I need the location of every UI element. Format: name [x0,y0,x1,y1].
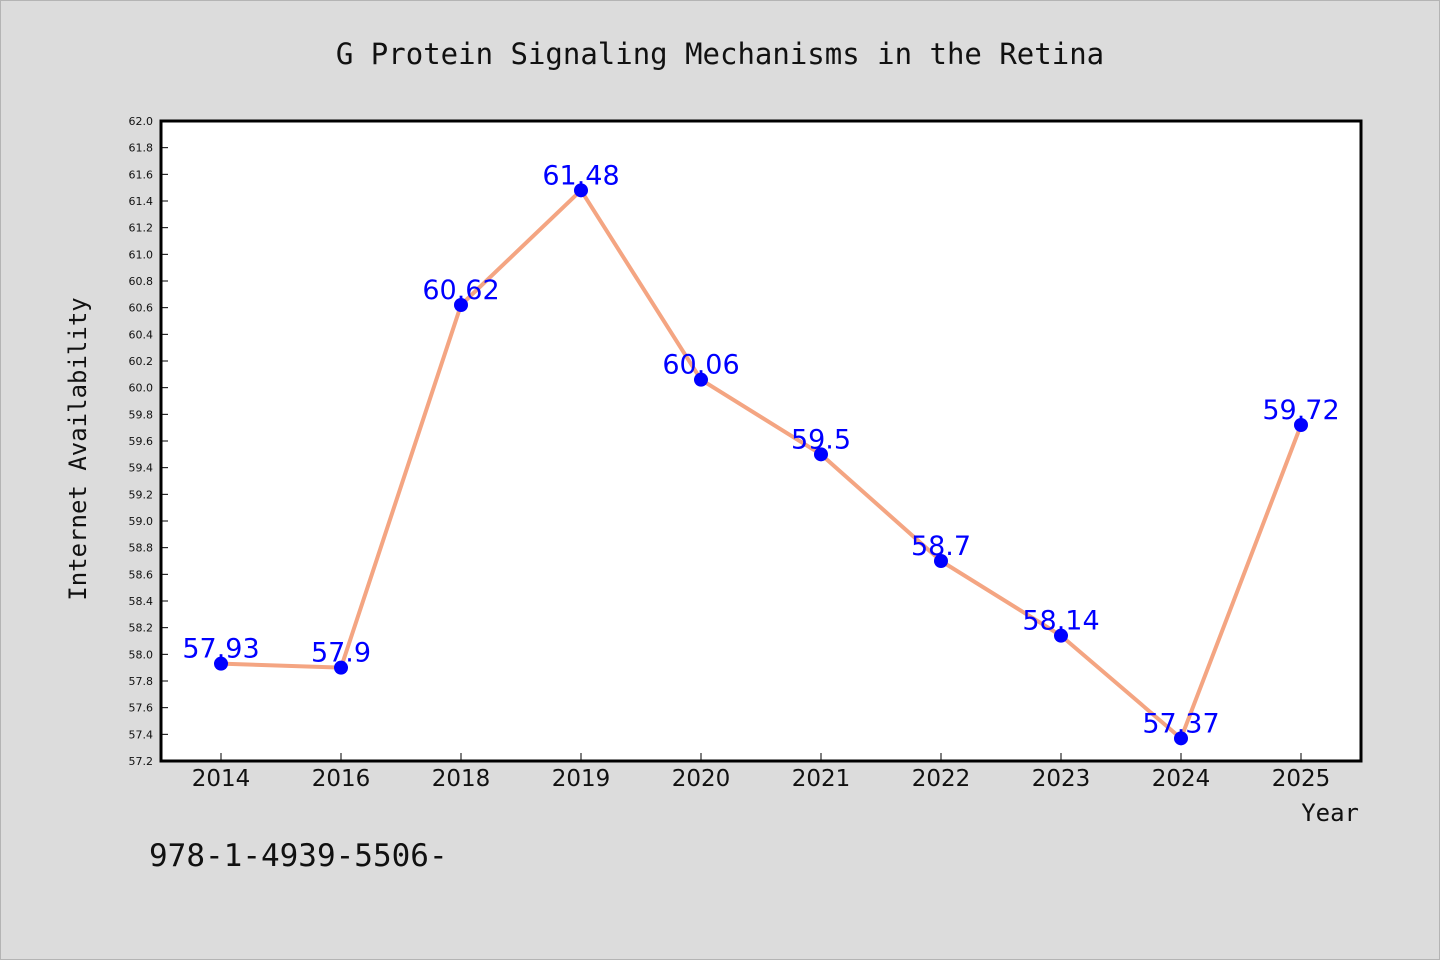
data-point-marker [934,554,948,568]
x-tick-label: 2023 [1032,766,1091,792]
y-tick-label: 61.2 [129,222,154,235]
data-point-marker [814,447,828,462]
y-tick-label: 57.4 [129,728,154,741]
y-tick-label: 58.0 [129,648,154,661]
y-tick-label: 59.4 [129,462,154,475]
data-point-marker [1174,731,1188,746]
y-tick-label: 57.2 [129,755,154,768]
y-tick-label: 59.2 [129,488,154,501]
y-tick-label: 59.6 [129,435,154,448]
series-line-group [214,183,1308,746]
data-label: 59.72 [1262,395,1339,426]
x-tick-label: 2018 [432,766,491,792]
y-tick-label: 58.8 [129,542,154,555]
data-label: 57.93 [182,634,259,665]
y-axis-ticks: 57.2 57.4 57.6 57.8 58.0 58.2 58.4 58.6 58.8 59.0… [129,115,168,768]
x-axis-ticks: 2014 2016 2018 2019 2020 2021 2022 2023 2024 2025 [192,753,1331,792]
y-tick-label: 58.2 [129,622,154,635]
y-tick-label: 60.8 [129,275,154,288]
y-tick-label: 62.0 [129,115,154,128]
x-tick-label: 2024 [1152,766,1211,792]
footer-isbn-text: 978-1-4939-5506- [149,838,448,874]
data-label: 57.37 [1142,708,1219,739]
y-axis-label: Internet Availability [64,297,92,600]
y-tick-label: 60.0 [129,382,154,395]
x-tick-label: 2022 [912,766,971,792]
y-tick-label: 59.0 [129,515,154,528]
data-point-marker [574,183,588,198]
y-tick-label: 61.6 [129,168,154,181]
data-label: 60.06 [662,350,739,381]
data-point-marker [214,656,228,671]
data-point-marker [1054,628,1068,643]
y-tick-label: 57.8 [129,675,154,688]
x-tick-label: 2020 [672,766,731,792]
data-label: 61.48 [542,160,619,191]
series-line [219,188,1303,741]
data-label: 58.14 [1022,606,1099,637]
y-tick-label: 58.4 [129,595,154,608]
data-labels-group: 57.93 57.9 60.62 61.48 60.06 59.5 58.7 58.14 57.… [182,160,1339,739]
data-label: 57.9 [311,638,371,669]
x-tick-label: 2014 [192,766,251,792]
data-point-marker [454,298,468,312]
x-tick-label: 2019 [552,766,611,792]
data-point-marker [694,372,708,387]
y-tick-label: 60.6 [129,302,154,315]
x-tick-label: 2021 [792,766,851,792]
y-tick-label: 57.6 [129,702,154,715]
data-point-marker [1294,418,1308,432]
x-tick-label: 2025 [1272,766,1331,792]
y-tick-label: 61.4 [129,195,154,208]
data-label: 59.5 [791,424,851,455]
y-tick-label: 59.8 [129,408,154,421]
y-tick-label: 60.2 [129,355,154,368]
data-point-marker [334,660,348,675]
y-tick-label: 58.6 [129,568,154,581]
y-tick-label: 61.0 [129,248,154,261]
y-tick-label: 61.8 [129,142,154,155]
y-tick-label: 60.4 [129,328,154,341]
chart-title: G Protein Signaling Mechanisms in the Re… [336,37,1104,71]
plot-area [159,119,1363,763]
data-label: 58.7 [911,531,971,562]
data-label: 60.62 [422,275,499,306]
x-axis-label: Year [1301,799,1359,827]
x-tick-label: 2016 [312,766,371,792]
